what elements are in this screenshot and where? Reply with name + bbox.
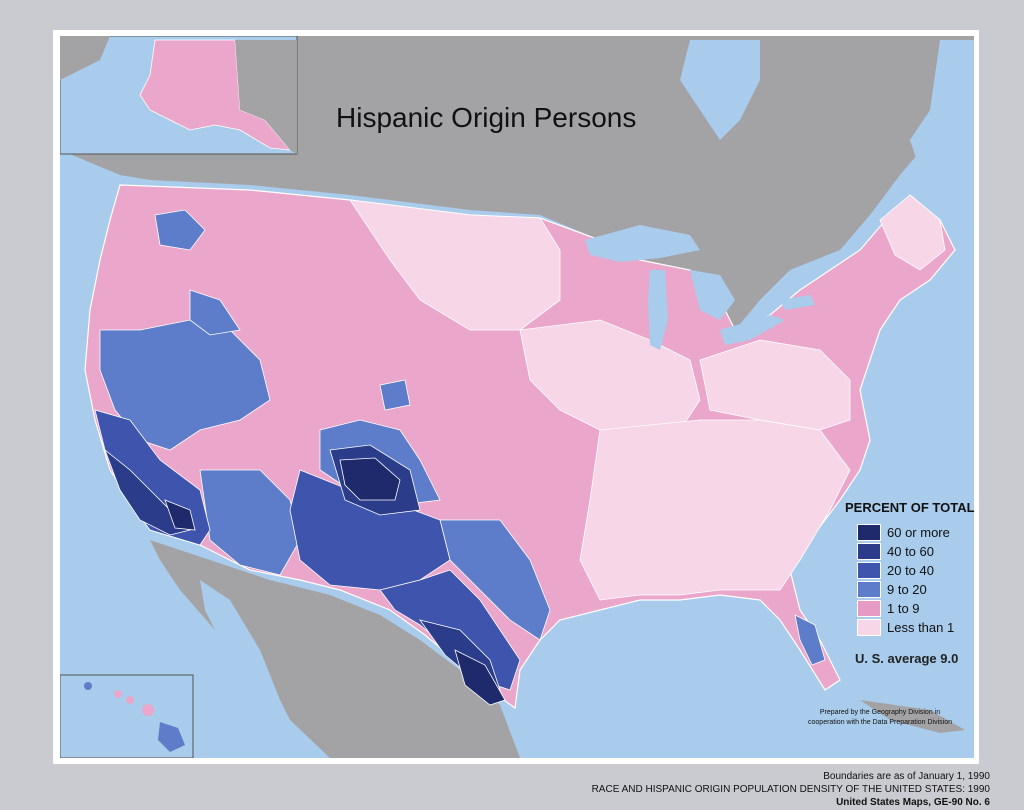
legend-swatch — [857, 524, 881, 541]
lake-huron — [690, 270, 735, 320]
region-low-appalachia — [699, 339, 851, 431]
legend-swatch — [857, 619, 881, 636]
hawaii-island — [114, 690, 122, 698]
legend-label: 9 to 20 — [887, 582, 927, 597]
footer-series-title: RACE AND HISPANIC ORIGIN POPULATION DENS… — [591, 784, 990, 795]
region-mid-arizona — [199, 469, 301, 576]
map-canvas — [60, 36, 974, 758]
region-max-nm — [339, 457, 401, 501]
hawaii-island — [126, 696, 134, 704]
hawaii-island — [84, 682, 92, 690]
region-mid-florida — [794, 614, 826, 666]
legend-swatch — [857, 562, 881, 579]
mexico-land — [150, 540, 520, 758]
legend-swatch — [857, 600, 881, 617]
alaska-canada — [235, 40, 297, 154]
legend-title: PERCENT OF TOTAL — [845, 500, 975, 515]
region-max-rio-grande — [454, 649, 506, 706]
legend-label: 20 to 40 — [887, 563, 934, 578]
hawaii-big-island — [158, 722, 185, 752]
footer: Boundaries are as of January 1, 1990 RAC… — [592, 770, 990, 809]
region-vhigh-socal — [104, 448, 191, 536]
credit-note: Prepared by the Geography Division in co… — [790, 708, 970, 728]
cuba — [860, 700, 965, 733]
region-mid-washington — [154, 209, 206, 251]
credit-line: Prepared by the Geography Division in — [819, 709, 941, 716]
legend-label: 1 to 9 — [887, 601, 920, 616]
hawaii-island — [142, 704, 154, 716]
map-title: Hispanic Origin Persons — [336, 102, 637, 133]
region-mid-idaho — [189, 289, 241, 336]
lake-ontario — [780, 295, 815, 310]
footer-map-id: United States Maps, GE-90 No. 6 — [836, 797, 990, 808]
legend-swatch — [857, 543, 881, 560]
lake-superior — [585, 225, 700, 262]
region-low-maine — [879, 194, 946, 271]
legend-swatch — [857, 581, 881, 598]
atlantic-canada-water — [910, 40, 974, 200]
legend-label: 40 to 60 — [887, 544, 934, 559]
lake-erie — [720, 315, 785, 345]
credit-line: cooperation with the Data Preparation Di… — [808, 719, 952, 726]
legend-label: Less than 1 — [887, 620, 955, 635]
legend-label: 60 or more — [887, 525, 950, 540]
footer-boundaries: Boundaries are as of January 1, 1990 — [823, 771, 990, 782]
hudson-bay — [680, 40, 760, 140]
alaska-russia — [60, 36, 110, 80]
lake-michigan — [648, 270, 668, 350]
region-max-imperial — [164, 499, 196, 531]
us-average: U. S. average 9.0 — [855, 651, 959, 666]
gulf-of-california — [200, 580, 300, 745]
region-mid-texas-east — [439, 519, 551, 641]
region-mid-kansas — [379, 379, 411, 411]
